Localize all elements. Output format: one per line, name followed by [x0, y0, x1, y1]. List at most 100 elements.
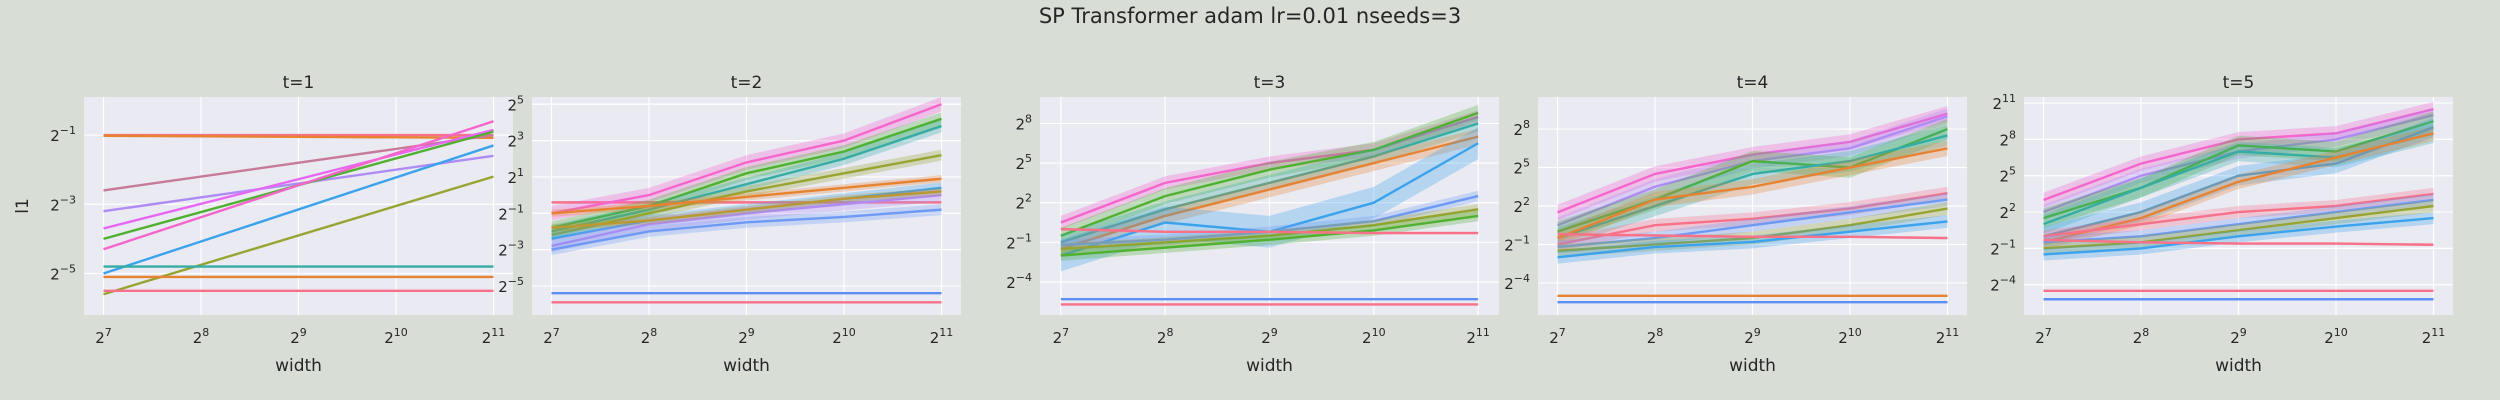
x-tick-label: 28: [1157, 326, 1174, 347]
x-tick-label: 210: [2324, 326, 2348, 347]
series-band: [1060, 104, 1479, 244]
series-band: [2043, 187, 2434, 243]
series-line: [2043, 192, 2434, 238]
x-tick-label: 29: [290, 326, 307, 347]
x-tick-label: 27: [1549, 326, 1566, 347]
series-line: [551, 193, 942, 248]
series-line: [1060, 214, 1479, 257]
x-tick-label: 211: [482, 326, 506, 347]
x-tick-label: 211: [2422, 326, 2446, 347]
y-tick-label: 23: [507, 130, 524, 151]
y-tick-label: 2−1: [1990, 237, 2016, 258]
panel-2: 27 28 29 210 211 2−5 2−3 2−1 21 23 25 t=2 width: [498, 73, 961, 376]
series-line: [1557, 233, 1948, 240]
series-band: [1060, 190, 1479, 251]
y-tick-label: 25: [1015, 152, 1032, 173]
series-line: [103, 175, 494, 296]
y-tick-label: 22: [1015, 192, 1032, 213]
series-line: [1557, 191, 1948, 246]
series-line: [103, 133, 494, 192]
panel-title: t=5: [2223, 73, 2255, 93]
series-band: [2043, 123, 2434, 234]
y-tick-label: 25: [507, 93, 524, 114]
x-tick-label: 29: [738, 326, 755, 347]
series-line: [1060, 208, 1479, 251]
series-band: [551, 97, 942, 221]
x-tick-label: 29: [1261, 326, 1278, 347]
series-band: [1557, 125, 1948, 249]
x-tick-label: 210: [1838, 326, 1862, 347]
series-line: [551, 177, 942, 215]
series-band: [551, 119, 942, 238]
y-tick-label: 22: [1999, 201, 2016, 222]
y-tick-label: 2−4: [1006, 271, 1032, 292]
x-tick-label: 210: [1362, 326, 1386, 347]
x-tick-label: 210: [832, 326, 856, 347]
y-tick-label: 2−3: [498, 239, 524, 260]
series-line: [1557, 127, 1948, 233]
x-tick-label: 27: [543, 326, 560, 347]
series-band: [1557, 105, 1948, 221]
series-line: [1060, 135, 1479, 251]
series-line: [1060, 115, 1479, 224]
y-tick-label: 25: [1513, 157, 1530, 178]
x-axis-label: width: [1729, 356, 1776, 376]
y-tick-label: 2−3: [50, 193, 76, 214]
series-line: [103, 144, 494, 275]
y-tick-label: 2−1: [50, 124, 76, 145]
x-tick-label: 28: [2133, 326, 2150, 347]
series-line: [103, 154, 494, 213]
x-axis-label: width: [1246, 356, 1293, 376]
panel-3: 27 28 29 210 211 2−4 2−1 22 25 28 t=3 width: [1006, 73, 1499, 376]
y-tick-label: 2−4: [1990, 274, 2016, 295]
series-line: [551, 117, 942, 229]
panel-title: t=1: [283, 73, 315, 93]
series-line: [551, 124, 942, 233]
x-axis-label: width: [2215, 356, 2262, 376]
panel-5: 27 28 29 210 211 2−4 2−1 22 25 28 211 t=5 width: [1990, 73, 2453, 376]
y-tick-label: 28: [1015, 112, 1032, 133]
x-tick-label: 210: [384, 326, 408, 347]
series-line: [1060, 227, 1479, 235]
series-line: [2043, 132, 2434, 244]
y-tick-label: 2−5: [50, 262, 76, 283]
series-line: [103, 128, 494, 230]
panels: 27 28 29 210 211 2−5 2−3 2−1 t=1 width l1 27 28 29 210…: [13, 73, 2453, 376]
figure-suptitle: SP Transformer adam lr=0.01 nseeds=3: [1039, 4, 1461, 28]
series-line: [103, 134, 494, 140]
panel-1: 27 28 29 210 211 2−5 2−3 2−1 t=1 width l1: [13, 73, 513, 376]
x-axis-label: width: [275, 356, 322, 376]
x-tick-label: 29: [2230, 326, 2247, 347]
y-tick-label: 2−1: [1006, 231, 1032, 252]
series-line: [551, 153, 942, 237]
series-line: [1557, 147, 1948, 240]
x-tick-label: 27: [95, 326, 112, 347]
panel-title: t=2: [731, 73, 763, 93]
series-line: [551, 208, 942, 251]
series-line: [1557, 134, 1948, 240]
series-line: [2043, 238, 2434, 246]
panel-title: t=4: [1737, 73, 1769, 93]
y-tick-label: 211: [1992, 92, 2016, 113]
x-axis-label: width: [723, 356, 770, 376]
panel-4: 27 28 29 210 211 2−4 2−1 22 25 28 t=4 width: [1504, 73, 1967, 376]
x-tick-label: 211: [1936, 326, 1960, 347]
series-band: [1060, 127, 1479, 272]
x-tick-label: 29: [1744, 326, 1761, 347]
series-line: [1557, 207, 1948, 253]
series-line: [2043, 120, 2434, 220]
panel-title: t=3: [1254, 73, 1286, 93]
x-tick-label: 211: [1466, 326, 1490, 347]
series-line: [2043, 204, 2434, 250]
series-line: [1060, 122, 1479, 244]
x-tick-label: 28: [1647, 326, 1664, 347]
y-tick-label: 2−1: [1504, 233, 1530, 254]
series-line: [1557, 220, 1948, 259]
series-line: [2043, 107, 2434, 202]
x-tick-label: 211: [930, 326, 954, 347]
series-line: [103, 120, 494, 251]
y-tick-label: 2−5: [498, 275, 524, 296]
y-tick-label: 25: [1999, 165, 2016, 186]
series-line: [2043, 216, 2434, 256]
